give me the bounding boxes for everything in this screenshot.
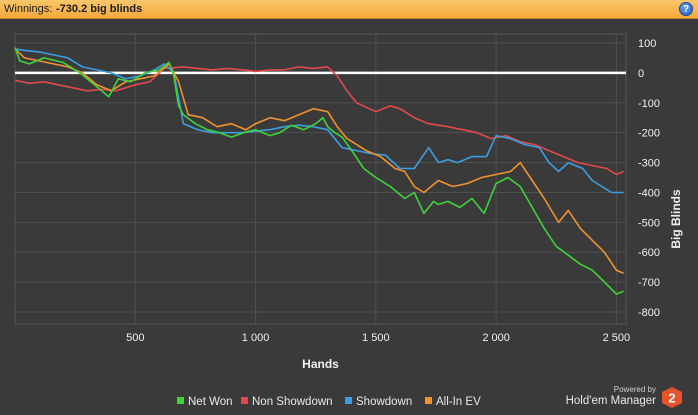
legend-label: All-In EV [436, 396, 481, 408]
x-tick-label: 1 500 [362, 332, 390, 344]
legend-item-net-won[interactable]: Net Won [177, 396, 233, 408]
y-tick-label: -200 [638, 128, 660, 140]
x-tick-label: 500 [126, 332, 144, 344]
x-axis-label: Hands [302, 357, 339, 371]
series-line-non-showdown [14, 66, 624, 176]
y-tick-label: -600 [638, 247, 660, 259]
legend-swatch [241, 397, 248, 404]
legend-label: Showdown [356, 396, 413, 408]
winnings-value: -730.2 big blinds [56, 3, 143, 15]
y-tick-label: -800 [638, 307, 660, 319]
x-tick-label: 1 000 [242, 332, 270, 344]
logo-number: 2 [668, 391, 675, 406]
legend-label: Net Won [188, 396, 233, 408]
series-line-showdown [14, 48, 624, 194]
y-tick-label: -500 [638, 217, 660, 229]
y-tick-label: -300 [638, 158, 660, 170]
help-icon[interactable]: ? [679, 2, 693, 16]
y-tick-label: -100 [638, 98, 660, 110]
legend-swatch [177, 397, 184, 404]
y-tick-label: -700 [638, 277, 660, 289]
plot-area [14, 33, 627, 325]
y-tick-label: 0 [638, 68, 644, 80]
y-tick-label: -400 [638, 187, 660, 199]
legend-swatch [425, 397, 432, 404]
legend-label: Non Showdown [252, 396, 333, 408]
winnings-header: Winnings: -730.2 big blinds ? [0, 0, 698, 19]
x-tick-label: 2 500 [603, 332, 631, 344]
series-line-all-in-ev [14, 48, 624, 274]
legend-item-showdown[interactable]: Showdown [345, 396, 412, 408]
x-tick-label: 2 000 [482, 332, 510, 344]
branding: Powered by Hold'em Manager 2 [552, 385, 682, 413]
legend-swatch [345, 397, 352, 404]
legend-item-non-showdown[interactable]: Non Showdown [241, 396, 333, 408]
legend-item-all-in-ev[interactable]: All-In EV [425, 396, 481, 408]
y-axis-label: Big Blinds [669, 189, 683, 249]
winnings-chart: 500 1 000 1 500 2 000 2 500 100 0 -100 -200 -300 -… [14, 33, 683, 371]
hem2-logo-icon: 2 [662, 387, 682, 408]
brand-name: Hold'em Manager [565, 395, 656, 407]
y-tick-label: 100 [638, 38, 656, 50]
winnings-label: Winnings: [4, 3, 53, 15]
powered-by-text: Powered by [613, 385, 656, 394]
series-line-net-won [14, 47, 624, 295]
